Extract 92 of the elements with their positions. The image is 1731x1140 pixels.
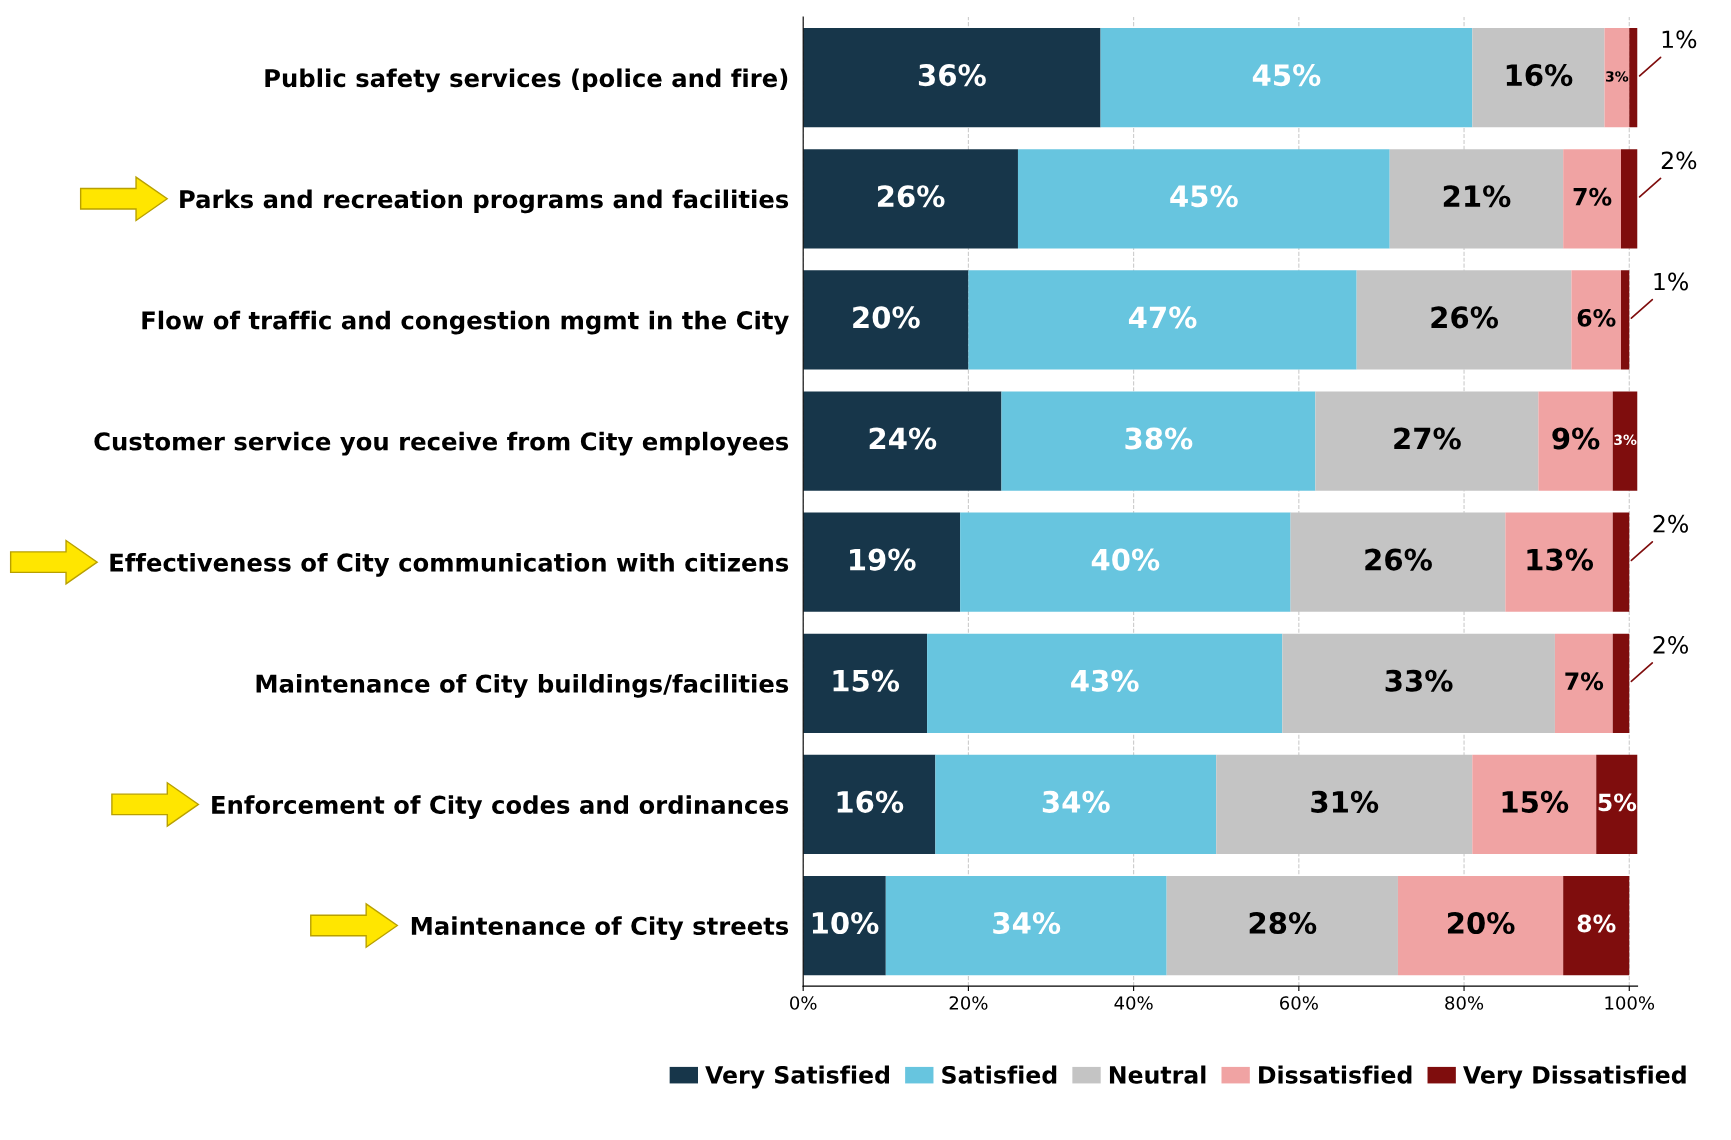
data-label: 10% (812, 911, 879, 934)
data-label: 2% (1661, 151, 1697, 170)
data-label: 3% (1614, 434, 1637, 446)
y-tick-label: Enforcement of City codes and ordinances (212, 795, 789, 819)
bar (1100, 28, 1473, 128)
bar (803, 633, 928, 733)
bar (1472, 28, 1605, 128)
y-tick-label: Public safety services (police and fire) (265, 68, 788, 93)
data-label: 3% (1606, 71, 1629, 82)
bar (803, 512, 961, 612)
bar (968, 270, 1357, 370)
data-label: 26% (877, 185, 945, 208)
data-label: 5% (1598, 793, 1637, 812)
bar (1472, 754, 1597, 855)
bar (1621, 270, 1630, 370)
data-label: 38% (1125, 427, 1193, 450)
legend-label: Neutral (1109, 1065, 1206, 1084)
data-label: 43% (1071, 669, 1139, 692)
y-tick-label: Flow of traffic and congestion mgmt in the City (142, 310, 789, 335)
bar (1612, 512, 1630, 612)
legend-label: Very Dissatisfied (1463, 1065, 1686, 1089)
data-label: 45% (1252, 64, 1321, 87)
data-label: 26% (1431, 306, 1499, 329)
legend-label: Satisfied (942, 1065, 1057, 1084)
x-tick-label: 80% (1445, 996, 1484, 1010)
data-label: 34% (993, 911, 1061, 934)
data-label: 27% (1394, 427, 1461, 450)
bar (1563, 149, 1621, 249)
bar (927, 633, 1283, 733)
data-label: 15% (833, 669, 900, 692)
bar (803, 270, 969, 370)
x-tick-label: 60% (1280, 996, 1318, 1010)
bar (1397, 875, 1564, 976)
bar (1596, 754, 1638, 855)
bar (960, 512, 1291, 612)
data-label: 28% (1249, 911, 1317, 934)
bar (1604, 28, 1630, 128)
data-label: 2% (1653, 635, 1688, 654)
data-label: 16% (1506, 64, 1573, 87)
data-label: 45% (1170, 185, 1238, 208)
legend-label: Very Satisfied (705, 1065, 889, 1089)
data-label: 40% (1091, 548, 1160, 571)
data-label: 15% (1502, 790, 1569, 813)
x-tick-label: 40% (1114, 996, 1153, 1010)
bar (803, 875, 886, 976)
bar (885, 875, 1167, 976)
data-label: 13% (1527, 548, 1594, 571)
x-tick-label: 0% (790, 996, 817, 1010)
data-label: 26% (1365, 548, 1432, 571)
data-label: 34% (1042, 790, 1110, 813)
legend-label: Dissatisfied (1259, 1065, 1412, 1084)
bar (1001, 391, 1316, 491)
y-tick-label: Maintenance of City streets (411, 916, 789, 941)
y-tick-label: Maintenance of City buildings/facilities (256, 674, 789, 698)
bar (1612, 391, 1638, 491)
y-tick-label: Customer service you receive from City employees (94, 431, 789, 456)
data-label: 6% (1577, 308, 1616, 327)
data-label: 21% (1443, 185, 1511, 208)
bar (1505, 512, 1613, 612)
data-label: 19% (850, 548, 916, 571)
data-label: 20% (1447, 911, 1515, 934)
data-label: 1% (1662, 30, 1697, 49)
bar (1554, 633, 1613, 733)
bar (1621, 149, 1638, 249)
data-label: 36% (918, 64, 986, 87)
bar (935, 754, 1217, 855)
bar (1538, 391, 1613, 491)
bar (803, 28, 1101, 128)
y-tick-label: Effectiveness of City communication with citizens (110, 552, 789, 577)
bar (803, 149, 1018, 249)
bar (803, 754, 936, 855)
bar (1563, 875, 1630, 976)
data-label: 31% (1311, 790, 1379, 813)
data-label: 2% (1653, 514, 1688, 533)
data-label: 7% (1565, 672, 1604, 691)
data-label: 1% (1654, 272, 1688, 291)
data-label: 8% (1577, 914, 1616, 933)
bar (1017, 149, 1390, 249)
x-tick-label: 100% (1605, 996, 1655, 1010)
bar (1612, 633, 1630, 733)
data-label: 33% (1385, 669, 1453, 692)
data-label: 16% (837, 790, 904, 813)
data-label: 7% (1573, 187, 1612, 206)
x-tick-label: 20% (949, 996, 988, 1010)
bar (1629, 28, 1638, 128)
data-label: 9% (1552, 427, 1600, 450)
y-tick-label: Parks and recreation programs and facilities (180, 189, 789, 214)
data-label: 47% (1128, 306, 1197, 329)
bar (1571, 270, 1621, 370)
data-label: 20% (853, 306, 920, 329)
data-label: 24% (869, 427, 937, 450)
bar (803, 391, 1002, 491)
